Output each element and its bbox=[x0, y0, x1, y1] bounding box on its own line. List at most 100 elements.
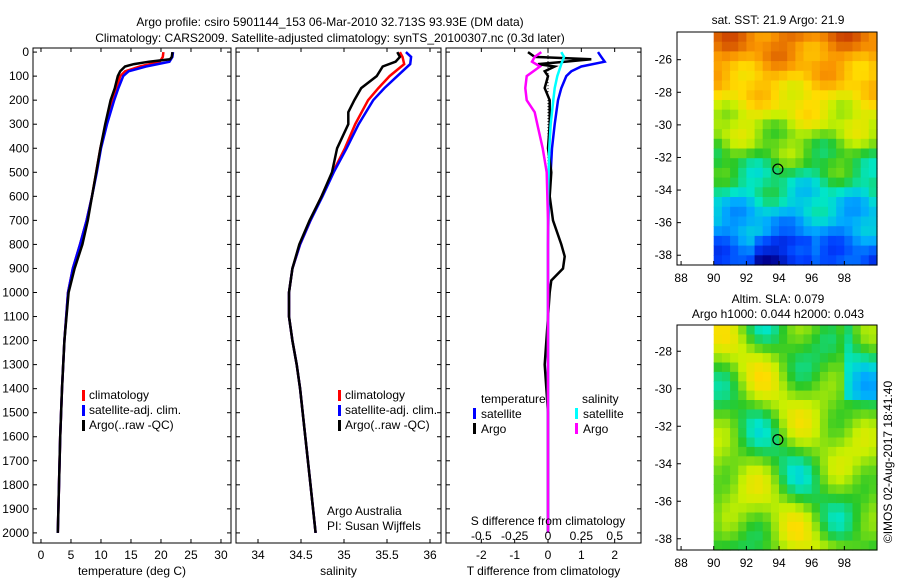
map-cell bbox=[770, 334, 780, 345]
map-cell bbox=[779, 70, 788, 82]
map-cell bbox=[787, 138, 796, 150]
map-cell bbox=[844, 51, 854, 62]
map-cell bbox=[746, 400, 756, 410]
map-cell bbox=[819, 90, 829, 101]
map-cell bbox=[721, 362, 731, 373]
map-cell bbox=[868, 197, 878, 208]
map-cell bbox=[738, 343, 747, 354]
map-cell bbox=[779, 428, 788, 439]
map-cell bbox=[819, 362, 829, 373]
map-cell bbox=[828, 51, 837, 62]
map-cell bbox=[828, 484, 837, 495]
map-cell bbox=[738, 138, 747, 150]
map-cell bbox=[779, 109, 788, 120]
map-cell bbox=[746, 216, 756, 227]
map-cell bbox=[713, 343, 723, 354]
map-cell bbox=[762, 334, 772, 345]
map-cell bbox=[795, 493, 805, 504]
map-cell bbox=[721, 521, 731, 532]
map-cell bbox=[868, 456, 878, 467]
map-cell bbox=[836, 197, 845, 208]
map-cell bbox=[828, 503, 837, 514]
map-cell bbox=[828, 381, 837, 392]
map-cell bbox=[844, 437, 854, 448]
map-cell bbox=[721, 493, 731, 504]
map-cell bbox=[721, 100, 731, 111]
map-cell bbox=[811, 167, 821, 179]
map-cell bbox=[770, 475, 780, 485]
map-cell bbox=[730, 177, 739, 188]
map-cell bbox=[868, 61, 878, 72]
map-cell bbox=[754, 90, 764, 101]
map-cell bbox=[713, 177, 723, 188]
map-cell bbox=[795, 100, 805, 111]
map-cell bbox=[762, 148, 772, 159]
map-cell bbox=[730, 129, 739, 140]
map-cell bbox=[795, 437, 805, 448]
map-cell bbox=[787, 493, 796, 504]
map-cell bbox=[836, 390, 845, 401]
map-cell bbox=[770, 187, 780, 198]
map-cell bbox=[770, 235, 780, 247]
map-cell bbox=[770, 465, 780, 476]
map-cell bbox=[779, 51, 788, 62]
map-cell bbox=[795, 465, 805, 476]
map-cell bbox=[795, 138, 805, 150]
map-cell bbox=[787, 475, 796, 485]
map-cell bbox=[713, 100, 723, 111]
map-cell bbox=[860, 381, 870, 392]
map-cell bbox=[803, 245, 813, 256]
map-cell bbox=[713, 80, 723, 91]
map-cell bbox=[762, 475, 772, 485]
y-tick-label: -36 bbox=[655, 216, 673, 230]
map-cell bbox=[713, 400, 723, 410]
map-cell bbox=[779, 245, 788, 256]
map-cell bbox=[852, 540, 862, 551]
map-cell bbox=[746, 343, 756, 354]
map-cell bbox=[770, 255, 780, 266]
map-cell bbox=[819, 32, 829, 43]
map-cell bbox=[713, 503, 723, 514]
x-axis-label: temperature (deg C) bbox=[78, 564, 186, 578]
map-cell bbox=[738, 400, 747, 410]
map-cell bbox=[828, 167, 837, 179]
map-cell bbox=[852, 235, 862, 247]
series-line-temperature-argo bbox=[527, 51, 592, 533]
map-cell bbox=[803, 418, 813, 429]
argo-location-marker bbox=[772, 163, 784, 175]
differences-axes-frame bbox=[445, 47, 642, 544]
map-cell bbox=[844, 177, 854, 188]
map-cell bbox=[852, 119, 862, 130]
map-cell bbox=[819, 167, 829, 179]
map-cell bbox=[721, 235, 731, 247]
map-cell bbox=[754, 409, 764, 420]
map-cell bbox=[779, 353, 788, 364]
x-axis-label: T difference from climatology bbox=[467, 564, 621, 578]
map-cell bbox=[828, 100, 837, 111]
map-cell bbox=[860, 540, 870, 551]
map-cell bbox=[713, 456, 723, 467]
map-cell bbox=[721, 400, 731, 410]
map-cell bbox=[868, 100, 878, 111]
map-cell bbox=[795, 255, 805, 266]
map-cell bbox=[770, 512, 780, 523]
map-cell bbox=[844, 400, 854, 410]
legend-label: Argo(..raw -QC) bbox=[345, 418, 430, 432]
map-cell bbox=[730, 381, 739, 392]
map-cell bbox=[860, 362, 870, 373]
map-cell bbox=[844, 90, 854, 101]
map-cell bbox=[779, 456, 788, 467]
map-cell bbox=[803, 334, 813, 345]
map-cell bbox=[811, 197, 821, 208]
map-cell bbox=[713, 41, 723, 52]
map-cell bbox=[828, 428, 837, 439]
map-cell bbox=[770, 41, 780, 52]
map-cell bbox=[844, 484, 854, 495]
map-cell bbox=[762, 226, 772, 237]
map-cell bbox=[803, 531, 813, 542]
map-cell bbox=[730, 540, 739, 551]
map-cell bbox=[738, 409, 747, 420]
map-cell bbox=[836, 100, 845, 111]
map-cell bbox=[844, 325, 854, 335]
map-cell bbox=[779, 90, 788, 101]
